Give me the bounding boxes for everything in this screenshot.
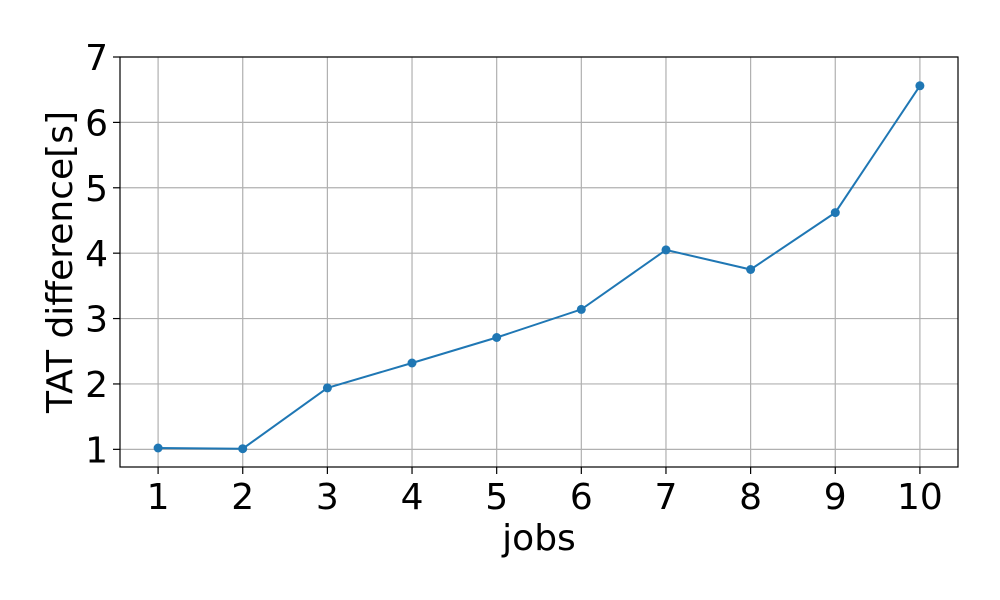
x-tick-label: 6 xyxy=(570,477,593,518)
data-point xyxy=(153,443,163,453)
x-tick-label: 10 xyxy=(897,477,943,518)
plot-frame xyxy=(119,56,959,468)
grid-lines xyxy=(120,56,958,467)
data-point xyxy=(576,304,586,314)
x-tick-label: 8 xyxy=(739,477,762,518)
y-tick-label: 5 xyxy=(85,169,108,210)
data-point xyxy=(238,444,248,454)
y-tick-label: 7 xyxy=(85,38,108,79)
x-tick-label: 2 xyxy=(231,477,254,518)
y-tick-label: 3 xyxy=(85,300,108,341)
data-point xyxy=(492,333,502,342)
x-tick-label: 7 xyxy=(655,477,678,518)
x-axis-label: jobs xyxy=(501,518,576,559)
y-axis-label: TAT difference[s] xyxy=(40,111,81,414)
data-point xyxy=(407,358,417,368)
data-series xyxy=(153,81,925,454)
x-tick-label: 3 xyxy=(316,477,339,518)
x-tick-label: 4 xyxy=(401,477,424,518)
x-tick-label: 1 xyxy=(147,477,170,518)
data-point xyxy=(915,81,925,91)
x-tick-label: 9 xyxy=(824,477,847,518)
data-point xyxy=(830,208,840,218)
data-point xyxy=(322,383,332,393)
y-tick-label: 2 xyxy=(85,365,108,406)
y-tick-labels: 1 2 3 4 5 6 7 xyxy=(85,38,108,471)
data-point xyxy=(661,245,671,255)
y-tick-label: 1 xyxy=(85,430,108,471)
x-tick-label: 5 xyxy=(485,477,508,518)
tick-marks xyxy=(113,56,921,474)
series-line xyxy=(158,85,921,450)
y-tick-label: 4 xyxy=(85,234,108,275)
y-tick-label: 6 xyxy=(85,103,108,144)
data-point xyxy=(746,265,756,274)
x-tick-labels: 1 2 3 4 5 6 7 8 9 10 xyxy=(147,477,943,518)
